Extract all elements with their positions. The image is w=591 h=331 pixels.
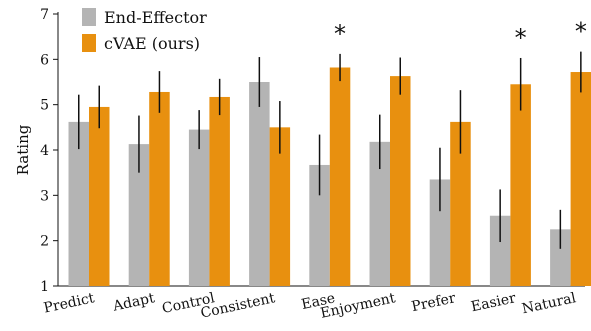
bar-end-effector-predict [68,121,89,286]
bar-cvae-consistent [269,127,291,286]
bar-end-effector-prefer [429,179,451,286]
category-label-prefer: Prefer [410,290,457,315]
y-tick-label: 2 [40,234,49,250]
bar-cvae-easier [510,84,531,287]
y-tick-label: 3 [40,188,49,204]
y-axis-title: Rating [14,124,32,175]
bar-end-effector-control [188,129,210,286]
category-label-easier: Easier [470,290,518,315]
y-tick-label: 1 [40,279,49,295]
legend-swatch-cvae [82,34,96,52]
bar-end-effector-consistent [249,82,270,286]
category-label-adapt: Adapt [111,290,157,315]
significance-star: * [334,20,346,48]
category-label-ease: Ease [300,290,337,313]
bar-end-effector-natural [550,229,571,286]
y-tick-label: 7 [40,7,49,23]
significance-star: * [575,18,587,46]
bar-cvae-predict [89,106,110,286]
bars [68,67,591,287]
bar-end-effector-easier [489,215,511,286]
bar-cvae-enjoyment [390,76,411,287]
legend-swatch-end-effector [82,8,96,26]
y-tick-label: 5 [40,98,49,114]
y-tick-label: 6 [40,52,49,68]
significance-star: * [515,24,527,52]
legend-label-cvae: cVAE (ours) [104,34,200,53]
error-bars [78,51,582,249]
bar-end-effector-adapt [128,144,150,286]
significance-markers: * * * [334,18,587,52]
category-label-predict: Predict [42,290,96,316]
legend: End-Effector cVAE (ours) [82,8,207,53]
category-label-natural: Natural [521,290,578,317]
y-tick-label: 4 [40,143,49,159]
bar-cvae-prefer [450,121,471,286]
bar-cvae-natural [570,72,591,286]
bar-cvae-control [209,96,230,287]
bar-cvae-ease [329,67,351,286]
bar-end-effector-ease [309,164,330,286]
bar-end-effector-enjoyment [369,141,390,286]
bar-cvae-adapt [149,91,170,287]
legend-label-end-effector: End-Effector [104,8,207,27]
